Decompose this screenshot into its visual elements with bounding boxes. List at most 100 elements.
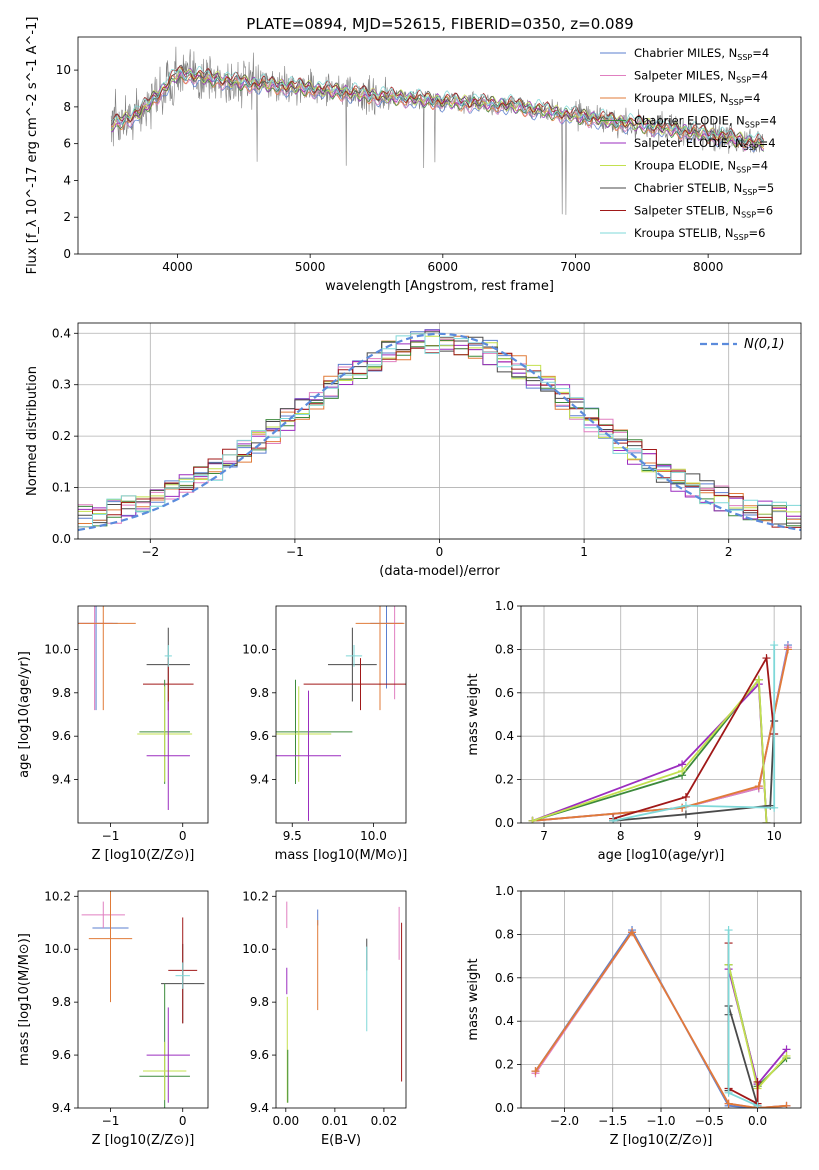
y-tick-label: 9.8	[52, 995, 71, 1009]
axes-frame	[78, 891, 208, 1108]
panel-age-weight: 7 8 9 10 0.0 0.2 0.4 0.6 0.8 1.0 age [log10(age/yr…	[466, 599, 801, 863]
y-tick-label: 0.8	[495, 642, 514, 656]
panel-z-weight: −2.0 −1.5 −1.0 −0.5 0.0 0.0 0.2 0.4 0.6 0.8 1.0 Z […	[466, 884, 801, 1148]
y-tick-label: 6	[63, 137, 71, 151]
legend-label-7: Salpeter STELIB, NSSP=6	[634, 204, 773, 220]
legend-label-6: Chabrier STELIB, NSSP=5	[634, 181, 774, 197]
x-tick-label: 0	[179, 829, 187, 843]
x-tick-label: 0	[179, 1114, 187, 1128]
x-tick-label: 7	[540, 829, 548, 843]
gaussian-legend-label: N(0,1)	[744, 337, 785, 352]
y-axis-label: mass weight	[466, 673, 481, 755]
figure: PLATE=0894, MJD=52615, FIBERID=0350, z=0…	[0, 0, 819, 1170]
y-tick-label: 9.8	[250, 686, 269, 700]
weight-marker	[770, 641, 778, 649]
spectrum-legend: Chabrier MILES, NSSP=4Salpeter MILES, NS…	[600, 46, 777, 242]
x-tick-label: 1	[580, 545, 588, 559]
panel-mass-age: 9.5 10.0 9.4 9.6 9.8 10.0 mass [log10(M/M⊙)]	[239, 537, 418, 863]
axes-frame	[276, 891, 406, 1108]
weight-marker	[784, 645, 792, 653]
legend-label-4: Salpeter ELODIE, NSSP=4	[634, 136, 776, 152]
x-tick-label: −1	[102, 1114, 120, 1128]
x-axis-label: age [log10(age/yr)]	[598, 848, 725, 863]
weight-line-7	[613, 658, 774, 819]
x-tick-label: 8	[617, 829, 625, 843]
legend-label-5: Kroupa ELODIE, NSSP=4	[634, 159, 768, 175]
y-tick-label: 4	[63, 173, 71, 187]
y-tick-label: 9.4	[52, 773, 71, 787]
panel-ebv-mass: 0.00 0.01 0.029.49.69.810.010.2E(B-V)	[242, 889, 406, 1148]
y-tick-label: 10.2	[44, 889, 71, 903]
y-tick-label: 0.4	[495, 1014, 514, 1028]
y-axis-label: mass weight	[466, 958, 481, 1040]
panel-spectrum: 4000 5000 6000 7000 80000246810wavelength [A…	[25, 17, 801, 294]
legend-label-8: Kroupa STELIB, NSSP=6	[634, 226, 765, 242]
y-axis-label: Normed distribution	[25, 366, 40, 496]
weight-line-3	[533, 680, 767, 823]
y-tick-label: 0.0	[495, 816, 514, 830]
x-tick-label: 0.02	[371, 1114, 398, 1128]
x-tick-label: 9	[694, 829, 702, 843]
y-tick-label: 10.0	[242, 642, 269, 656]
plot-area	[287, 902, 402, 1103]
weight-marker	[682, 793, 690, 801]
x-axis-label: Z [log10(Z/Z⊙)]	[92, 848, 195, 863]
y-tick-label: 0.0	[495, 1101, 514, 1115]
y-tick-label: 0.8	[495, 927, 514, 941]
x-axis-label: E(B-V)	[321, 1133, 361, 1148]
x-tick-label: 10	[767, 829, 782, 843]
x-tick-label: 0.01	[322, 1114, 349, 1128]
plot-area	[529, 641, 792, 827]
y-tick-label: 0.2	[52, 429, 71, 443]
y-tick-label: 10	[56, 63, 71, 77]
weight-marker	[762, 654, 770, 662]
y-tick-label: 9.6	[250, 729, 269, 743]
y-tick-label: 8	[63, 100, 71, 114]
legend-label-2: Kroupa MILES, NSSP=4	[634, 91, 760, 107]
weight-line-8	[613, 645, 774, 821]
y-tick-label: 9.6	[52, 729, 71, 743]
y-tick-label: 1.0	[495, 884, 514, 898]
axes-frame	[78, 606, 208, 823]
x-tick-label: 2	[725, 545, 733, 559]
y-axis-label: Flux [f_λ 10^-17 erg cm^-2 s^-1 A^-1]	[25, 17, 40, 275]
x-tick-label: 0	[436, 545, 444, 559]
x-tick-label: 0.00	[272, 1114, 299, 1128]
x-tick-label: −2	[141, 545, 159, 559]
y-tick-label: 0.0	[52, 532, 71, 546]
x-tick-label: −1.0	[646, 1114, 675, 1128]
x-tick-label: 9.5	[283, 829, 302, 843]
y-tick-label: 10.0	[242, 942, 269, 956]
y-tick-label: 0.3	[52, 378, 71, 392]
weight-line-0	[533, 645, 789, 821]
y-tick-label: 9.8	[52, 686, 71, 700]
x-axis-label: mass [log10(M/M⊙)]	[275, 848, 408, 863]
legend-label-0: Chabrier MILES, NSSP=4	[634, 46, 769, 62]
x-axis-label: (data-model)/error	[379, 564, 500, 579]
weight-marker	[682, 810, 690, 818]
y-tick-label: 10.2	[242, 889, 269, 903]
y-tick-label: 0	[63, 247, 71, 261]
weight-line-5	[533, 680, 767, 823]
y-tick-label: 0.2	[495, 773, 514, 787]
y-tick-label: 10.0	[44, 642, 71, 656]
panel-z-age: −1 09.49.69.810.0Z [log10(Z/Z⊙)]age [log1…	[17, 537, 208, 863]
x-tick-label: −1	[286, 545, 304, 559]
weight-line-1	[533, 647, 789, 821]
y-tick-label: 9.6	[250, 1048, 269, 1062]
y-axis-label: mass [log10(M/M⊙)]	[17, 933, 32, 1066]
y-tick-label: 0.2	[495, 1058, 514, 1072]
y-tick-label: 0.4	[52, 326, 71, 340]
y-tick-label: 0.6	[495, 686, 514, 700]
x-tick-label: 4000	[162, 260, 193, 274]
x-tick-label: −2.0	[550, 1114, 579, 1128]
x-axis-label: Z [log10(Z/Z⊙)]	[610, 1133, 713, 1148]
y-tick-label: 9.6	[52, 1048, 71, 1062]
y-tick-label: 9.4	[250, 773, 269, 787]
panel-z-mass: −1 0 9.4 9.6 9.8 10.0 10.2 Z [log10(Z/Z⊙)] mass …	[17, 875, 208, 1169]
x-tick-label: 7000	[560, 260, 591, 274]
x-tick-label: 5000	[295, 260, 326, 274]
x-axis-label: wavelength [Angstrom, rest frame]	[325, 279, 554, 294]
panel-residuals: −2 −1 0 1 2 0.0 0.1 0.2 0.3 0.4 (data-model)/error…	[25, 323, 801, 579]
legend-label-3: Chabrier ELODIE, NSSP=4	[634, 114, 777, 130]
